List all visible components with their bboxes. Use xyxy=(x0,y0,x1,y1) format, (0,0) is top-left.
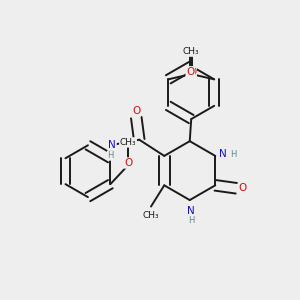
Text: CH₃: CH₃ xyxy=(182,47,199,56)
Text: CH₃: CH₃ xyxy=(184,47,200,56)
Text: O: O xyxy=(186,67,194,77)
Text: N: N xyxy=(219,149,226,159)
Text: O: O xyxy=(238,183,247,193)
Text: O: O xyxy=(188,67,196,77)
Text: H: H xyxy=(107,151,114,160)
Text: CH₃: CH₃ xyxy=(120,138,136,147)
Text: CH₃: CH₃ xyxy=(143,211,159,220)
Text: N: N xyxy=(108,140,116,150)
Text: O: O xyxy=(124,158,132,168)
Text: H: H xyxy=(230,150,237,159)
Text: H: H xyxy=(188,216,194,225)
Text: O: O xyxy=(132,106,140,116)
Text: N: N xyxy=(187,206,195,216)
